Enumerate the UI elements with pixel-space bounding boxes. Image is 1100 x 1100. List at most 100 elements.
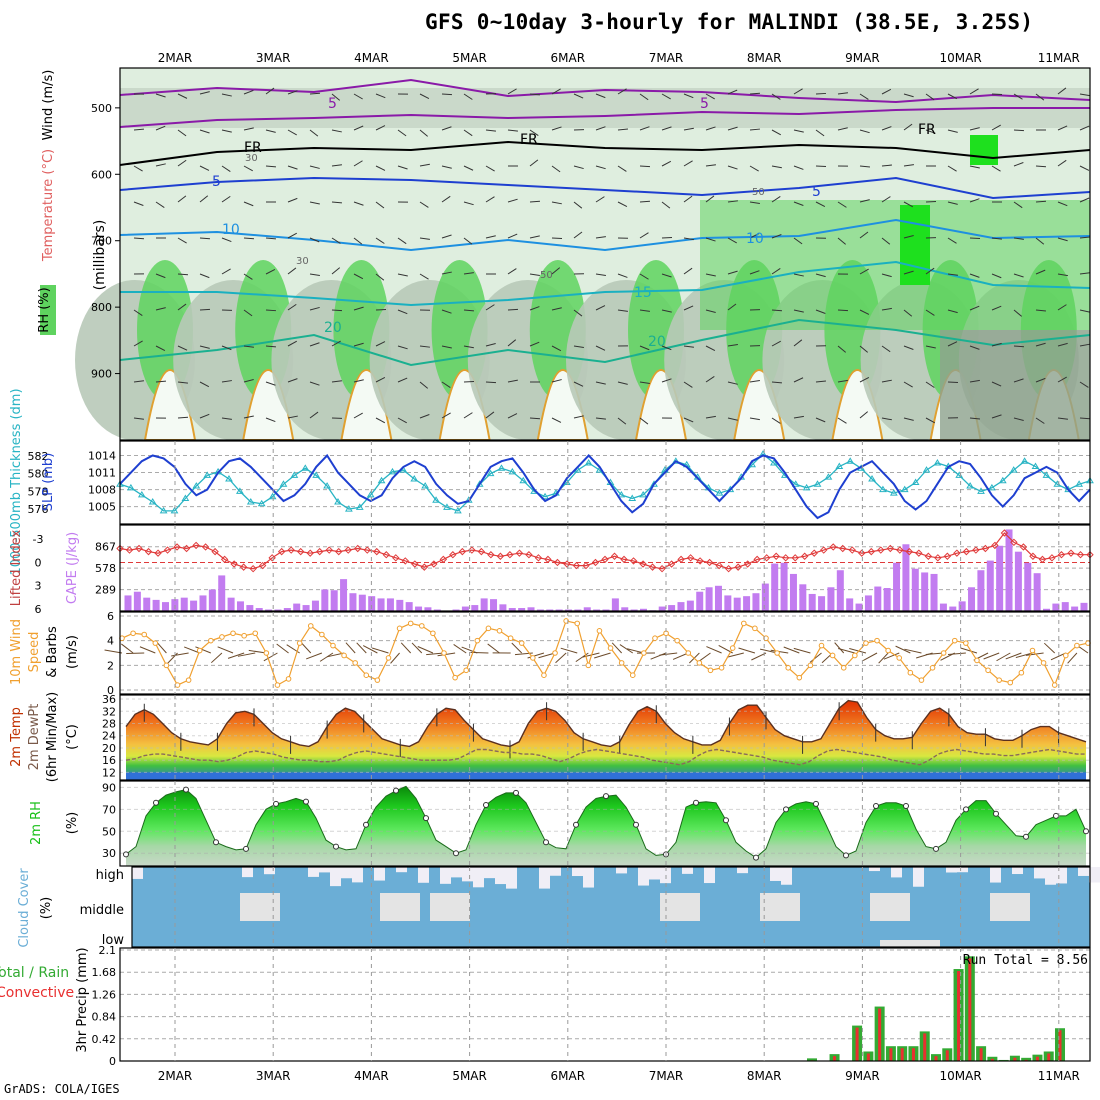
wind-barb: [727, 270, 738, 275]
thickness-point: [279, 480, 288, 487]
lifted-index-point: [762, 554, 771, 562]
wind-barb: [243, 127, 254, 131]
wind-barb: [683, 160, 693, 167]
temperature-tick-label: 12: [102, 766, 116, 779]
panel-frame: [119, 947, 1091, 1062]
temperature-area: [126, 700, 1086, 780]
wind-barb: [441, 345, 452, 349]
wind-barb: [639, 126, 650, 131]
wind-barb: [507, 129, 518, 132]
rh-point: [993, 810, 999, 817]
thickness-point: [334, 498, 342, 505]
high-cloud-gap: [583, 867, 594, 888]
cape-bar: [386, 598, 394, 611]
wind-barb: [705, 345, 716, 352]
wind-barb: [849, 647, 867, 654]
legend-total-rain: Total / Rain: [0, 965, 69, 981]
temperature-contour-5: [119, 176, 1091, 200]
wind-barb: [991, 305, 1002, 311]
wind-barb: [727, 381, 738, 385]
wind-speed-point: [596, 628, 603, 634]
wind-barb: [243, 309, 253, 317]
wind-barb: [529, 273, 540, 277]
rh-point: [453, 850, 459, 857]
wind-barb: [397, 417, 407, 424]
contour-label: 20: [324, 320, 342, 336]
wind-barb: [1013, 237, 1024, 240]
wind-barb: [133, 380, 144, 383]
wind-barb: [419, 414, 430, 419]
credit-label: GrADS: COLA/IGES: [4, 1082, 120, 1096]
wind-barb: [441, 165, 452, 169]
wind-barb: [133, 309, 143, 316]
high-cloud-gap: [1034, 867, 1045, 879]
legend-cloud-cover: Cloud Cover: [17, 868, 32, 948]
wind-barb: [749, 417, 760, 421]
wind-barb: [183, 646, 200, 654]
thickness-point: [900, 485, 909, 493]
lifted-index-tick-label: 0: [35, 556, 42, 569]
wind-barb: [309, 411, 319, 419]
wind-speed-point: [219, 634, 225, 640]
wind-barb: [221, 380, 232, 383]
wind-speed-point: [1074, 642, 1080, 649]
lifted-index-point: [544, 555, 552, 564]
contour-label: FR: [520, 132, 538, 148]
wind-barb: [837, 345, 847, 353]
wind-barb: [1079, 272, 1090, 275]
cape-bar: [714, 585, 722, 611]
cape-bar: [724, 595, 732, 611]
wind-barb: [639, 93, 649, 101]
wind-barb: [485, 235, 496, 239]
wind-speed-point: [863, 640, 869, 646]
wind-barb: [397, 273, 408, 277]
pressure-tick-label: 500: [91, 102, 112, 115]
temperature-line: [125, 699, 1087, 748]
wind-barb: [947, 381, 959, 384]
date-label-top: 11MAR: [1038, 51, 1080, 65]
wind-barb: [287, 303, 297, 311]
wind-barb: [738, 647, 756, 654]
wind-barb: [903, 235, 914, 239]
lifted-index-point: [287, 546, 295, 554]
temperature-axis-label: (°C): [65, 724, 80, 750]
rh-point: [843, 852, 849, 859]
cape-bar: [874, 586, 882, 611]
wind-barb: [771, 267, 781, 275]
precip-total-bar: [807, 1058, 817, 1061]
cape-bar: [471, 605, 479, 611]
wind-barb: [726, 652, 744, 658]
wind-barb: [1067, 652, 1078, 664]
wind-barb: [705, 415, 716, 419]
lifted-index-point: [411, 560, 419, 568]
rh-point: [363, 821, 369, 828]
wind-speed-point: [796, 674, 803, 681]
contour-label: 50: [540, 270, 553, 281]
cape-bar: [555, 609, 563, 611]
wind-speed-point: [829, 652, 836, 659]
cape-bar: [368, 596, 376, 611]
lifted-index-point: [401, 557, 410, 565]
wind-barb: [287, 267, 297, 275]
wind-speed-point: [974, 657, 980, 664]
mid-cloud-gap: [240, 893, 280, 921]
wind-speed-point: [474, 637, 481, 644]
precip-convective-bar: [979, 1048, 983, 1061]
precip-convective-bar: [1013, 1057, 1017, 1061]
wind-barb: [177, 303, 187, 311]
wind-barb: [1057, 87, 1067, 95]
dewpoint-line: [125, 748, 1086, 766]
cape-bar: [686, 600, 694, 611]
cape-bar: [340, 579, 348, 611]
wind-speed-point: [385, 655, 392, 661]
thickness-point: [911, 478, 920, 485]
mid-cloud-gap: [880, 940, 940, 947]
wind-barb: [661, 93, 671, 100]
panel-frame: [119, 440, 1091, 525]
thickness-point: [1031, 462, 1040, 470]
wind-speed-point: [352, 660, 358, 666]
wind-barb: [463, 309, 475, 312]
high-cloud-gap: [1056, 867, 1067, 884]
wind-barb: [485, 381, 497, 384]
wind-speed-point: [507, 635, 514, 642]
